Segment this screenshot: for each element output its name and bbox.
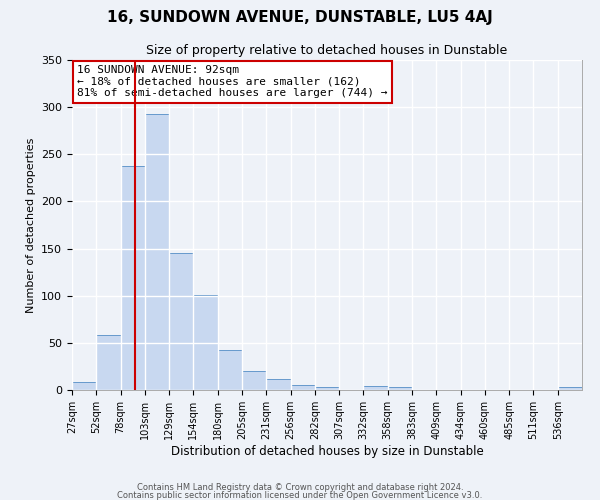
X-axis label: Distribution of detached houses by size in Dunstable: Distribution of detached houses by size … bbox=[170, 444, 484, 458]
Bar bbox=[193, 295, 218, 390]
Title: Size of property relative to detached houses in Dunstable: Size of property relative to detached ho… bbox=[146, 44, 508, 58]
Bar bbox=[96, 336, 121, 390]
Bar bbox=[242, 371, 266, 390]
Text: 16, SUNDOWN AVENUE, DUNSTABLE, LU5 4AJ: 16, SUNDOWN AVENUE, DUNSTABLE, LU5 4AJ bbox=[107, 10, 493, 25]
Text: Contains HM Land Registry data © Crown copyright and database right 2024.: Contains HM Land Registry data © Crown c… bbox=[137, 483, 463, 492]
Bar bbox=[145, 114, 169, 390]
Bar bbox=[72, 382, 96, 390]
Bar bbox=[218, 350, 242, 390]
Bar bbox=[364, 386, 388, 390]
Y-axis label: Number of detached properties: Number of detached properties bbox=[26, 138, 35, 312]
Bar bbox=[169, 254, 193, 390]
Text: Contains public sector information licensed under the Open Government Licence v3: Contains public sector information licen… bbox=[118, 490, 482, 500]
Bar bbox=[315, 387, 339, 390]
Text: 16 SUNDOWN AVENUE: 92sqm
← 18% of detached houses are smaller (162)
81% of semi-: 16 SUNDOWN AVENUE: 92sqm ← 18% of detach… bbox=[77, 65, 388, 98]
Bar bbox=[266, 378, 290, 390]
Bar bbox=[290, 386, 315, 390]
Bar bbox=[558, 387, 582, 390]
Bar bbox=[388, 387, 412, 390]
Bar bbox=[121, 166, 145, 390]
